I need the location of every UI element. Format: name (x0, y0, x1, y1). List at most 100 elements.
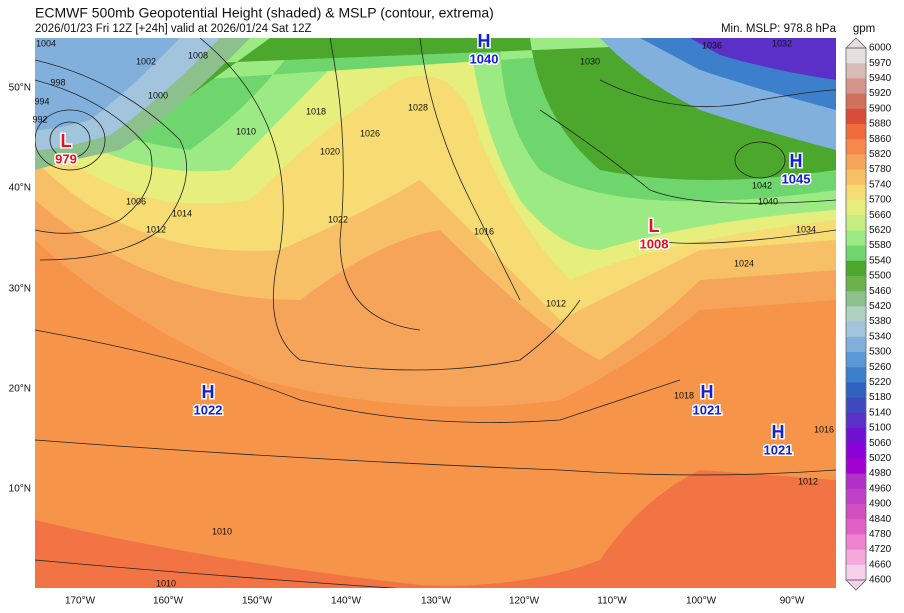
contour-label: 1034 (796, 224, 816, 234)
contour-label: 1006 (126, 196, 146, 206)
axes: 50°N 40°N 30°N 20°N 10°N 170°W 160°W 150°W 140°W… (9, 83, 805, 607)
colorbar-label: 5220 (869, 377, 892, 388)
colorbar-label: 5700 (869, 195, 892, 206)
colorbar-label: 5940 (869, 73, 892, 84)
colorbar-segment (846, 534, 866, 551)
contour-label: 1026 (360, 128, 380, 138)
center-type: L (61, 131, 72, 151)
min-mslp: Min. MSLP: 978.8 hPa (721, 23, 837, 35)
colorbar-segment (846, 169, 866, 186)
colorbar-bottom (845, 579, 867, 591)
colorbar-segment (846, 184, 866, 201)
contour-label: 1042 (752, 180, 772, 190)
colorbar-label: 5500 (869, 271, 892, 282)
colorbar-segment (846, 458, 866, 475)
colorbar-segment (846, 412, 866, 429)
contour-labels: 1004 998 994 992 1002 1000 1008 1010 100… (32, 38, 834, 588)
colorbar-label: 5860 (869, 134, 892, 145)
contour-label: 1008 (188, 50, 208, 60)
colorbar-label: 5300 (869, 347, 892, 358)
colorbar-label: 5880 (869, 119, 892, 130)
center-value: 1021 (693, 402, 722, 417)
contour-label: 1012 (798, 476, 818, 486)
colorbar-segment (846, 306, 866, 323)
contour-label: 1010 (156, 578, 176, 588)
lon-label: 90°W (780, 596, 805, 607)
colorbar-label: 5920 (869, 88, 892, 99)
lon-label: 140°W (331, 596, 362, 607)
colorbar-label: 5820 (869, 149, 892, 160)
colorbar-label: 5660 (869, 210, 892, 221)
contour-label: 1002 (136, 56, 156, 66)
colorbar-segment (846, 549, 866, 566)
colorbar-label: 4780 (869, 529, 892, 540)
title: ECMWF 500mb Geopotential Height (shaded)… (35, 5, 494, 21)
colorbar-segment (846, 428, 866, 444)
colorbar-segment (846, 124, 866, 140)
center-value: 1021 (764, 442, 793, 457)
colorbar-frame (845, 47, 867, 581)
colorbar-segment (846, 519, 866, 535)
contour-label: 1022 (328, 214, 348, 224)
contour-label: 1020 (320, 146, 340, 156)
colorbar-segment (846, 93, 866, 110)
colorbar-label: 5100 (869, 423, 892, 434)
colorbar-label: 5180 (869, 392, 892, 403)
colorbar-segment (846, 321, 866, 338)
center-value: 1022 (194, 402, 223, 417)
contour-label: 1036 (702, 40, 722, 50)
colorbar: 6000 5970 5940 5920 5900 5880 5860 5820 5780 5740… (845, 37, 892, 591)
center-type: H (701, 382, 714, 402)
colorbar-segment (846, 504, 866, 520)
center-type: H (202, 382, 215, 402)
contour-label: 1000 (148, 90, 168, 100)
contour-label: 1016 (474, 226, 494, 236)
center-type: H (772, 422, 785, 442)
colorbar-label: 5140 (869, 407, 892, 418)
lon-label: 170°W (65, 596, 96, 607)
colorbar-label: 5060 (869, 438, 892, 449)
lon-label: 110°W (597, 596, 627, 607)
contour-label: 1032 (772, 38, 792, 48)
lon-label: 130°W (421, 596, 452, 607)
lat-label: 20°N (9, 384, 31, 395)
colorbar-label: 4840 (869, 514, 892, 525)
lon-label: 150°W (242, 596, 273, 607)
colorbar-segment (846, 367, 866, 383)
contour-label: 992 (32, 114, 47, 124)
colorbar-label: 5260 (869, 362, 892, 373)
colorbar-segment (846, 397, 866, 414)
contour-label: 1004 (36, 38, 56, 48)
colorbar-label: 5970 (869, 58, 892, 69)
contour-label: 1028 (408, 102, 428, 112)
colorbar-segment (846, 48, 866, 64)
colorbar-segment (846, 336, 866, 353)
lon-label: 100°W (686, 596, 717, 607)
contour-label: 1010 (212, 526, 232, 536)
colorbar-segment (846, 108, 866, 125)
colorbar-label: 5900 (869, 103, 892, 114)
colorbar-segment (846, 78, 866, 95)
map (35, 38, 836, 588)
contour-label: 998 (50, 77, 65, 87)
colorbar-label: 4660 (869, 559, 892, 570)
colorbar-segment (846, 230, 866, 247)
colorbar-segment (846, 291, 866, 307)
center-value: 1045 (782, 171, 811, 186)
colorbar-label: 5340 (869, 331, 892, 342)
contour-label: 1016 (814, 424, 834, 434)
contour-label: 1018 (306, 106, 326, 116)
colorbar-label: 5740 (869, 179, 892, 190)
colorbar-segment (846, 63, 866, 79)
colorbar-label: 6000 (869, 43, 892, 54)
center-type: L (649, 216, 660, 236)
colorbar-label: 4600 (869, 575, 892, 586)
colorbar-label: 4980 (869, 468, 892, 479)
colorbar-label: 5620 (869, 225, 892, 236)
contour-label: 1014 (172, 208, 192, 218)
center-type: H (478, 31, 491, 51)
colorbar-segment (846, 473, 866, 490)
colorbar-label: 4900 (869, 499, 892, 510)
